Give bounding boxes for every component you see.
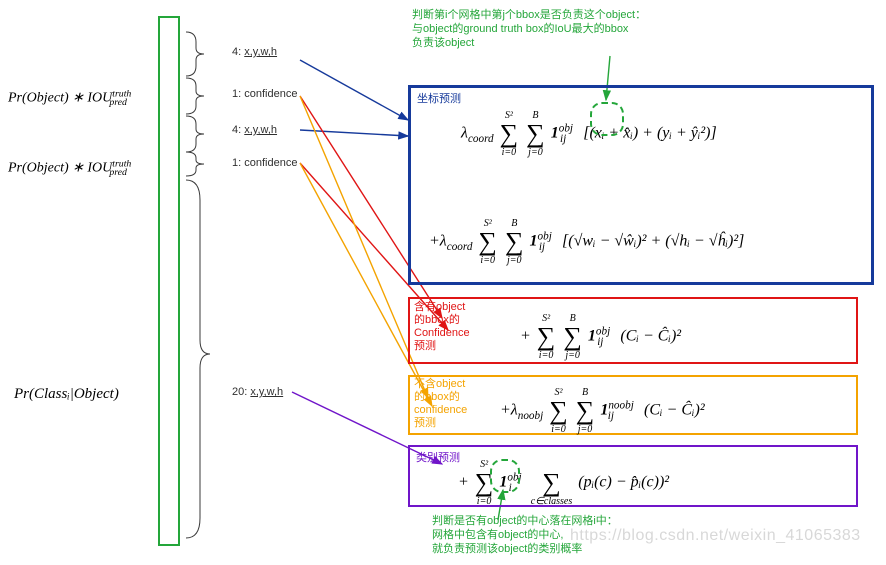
box-conf-noobj-title: 不含object 的bbox的 confidence 预测 [414,378,467,430]
body: (pᵢ(c) − p̂ᵢ(c))² [578,474,669,491]
l3: Confidence [414,327,470,340]
body: (Cᵢ − Ĉᵢ)² [644,402,705,419]
ind: 1 [551,125,559,142]
ind: 1 [588,328,596,345]
eq-conf-noobj: +λnoobj S²∑i=0 B∑j=0 1noobjij (Cᵢ − Ĉᵢ)² [500,387,705,435]
l1: 判断第i个网格中第j个bbox是否负责这个object： [412,8,646,22]
indsub: ij [597,336,603,348]
indsub: ij [539,241,545,253]
eq-conf-obj: + S²∑i=0 B∑j=0 1objij (Cᵢ − Ĉᵢ)² [520,313,681,361]
note-top: 判断第i个网格中第j个bbox是否负责这个object： 与object的gro… [412,8,646,50]
l1: 判断是否有object的中心落在网格i中： [432,514,618,528]
box-class: 类别预测 + S²∑i=0 1obji ∑c∈classes (pᵢ(c) − … [408,445,858,507]
sum-j: B∑j=0 [576,387,595,435]
box-coord-title: 坐标预测 [417,90,461,106]
ind: 1 [530,233,538,250]
indsub: ij [608,410,614,422]
eq-coord-2: +λcoord S²∑i=0 B∑j=0 1objij [(√wᵢ − √ŵᵢ)… [429,218,744,266]
box-conf-obj: 含有object 的bbox的 Confidence 预测 + S²∑i=0 B… [408,297,858,364]
l2: 的bbox的 [414,391,467,404]
eq-coord-1: λcoord S²∑i=0 B∑j=0 1objij [(xᵢ + x̂ᵢ) +… [461,110,717,158]
l4: 预测 [414,340,470,353]
box-coord: 坐标预测 λcoord S²∑i=0 B∑j=0 1objij [(xᵢ + x… [408,85,874,285]
sum-i: S²∑i=0 [549,387,568,435]
box-class-title: 类别预测 [416,449,460,465]
presub: noobj [518,410,543,422]
lamsub: coord [447,241,473,253]
l2: 的bbox的 [414,314,470,327]
pre: + [520,328,531,345]
l3: confidence [414,404,467,417]
indsub: ij [560,133,566,145]
lamsub: coord [468,133,494,145]
l2: 与object的ground truth box的IoU最大的bbox [412,22,646,36]
sum-c: ∑c∈classes [531,459,572,507]
body: [(√wᵢ − √ŵᵢ)² + (√hᵢ − √ĥᵢ)²] [562,233,744,250]
l4: 预测 [414,417,467,430]
pre: + [458,474,469,491]
body: (Cᵢ − Ĉᵢ)² [620,328,681,345]
dashed-indicator-ij [590,102,624,136]
l1: 不含object [414,378,467,391]
sum-j: B∑j=0 [505,218,524,266]
pre: +λ [500,402,518,419]
box-conf-noobj: 不含object 的bbox的 confidence 预测 +λnoobj S²… [408,375,858,435]
watermark: https://blog.csdn.net/weixin_41065383 [570,527,861,545]
dashed-indicator-i [490,459,520,493]
l1: 含有object [414,301,470,314]
box-conf-obj-title: 含有object 的bbox的 Confidence 预测 [414,301,470,353]
sum-j: B∑j=0 [563,313,582,361]
lam: λ [461,125,468,142]
sum-i: S²∑i=0 [537,313,556,361]
sum-j: B∑j=0 [526,110,545,158]
sum-i: S²∑i=0 [500,110,519,158]
lam: +λ [429,233,447,250]
sum-i: S²∑i=0 [478,218,497,266]
l3: 负责该object [412,36,646,50]
